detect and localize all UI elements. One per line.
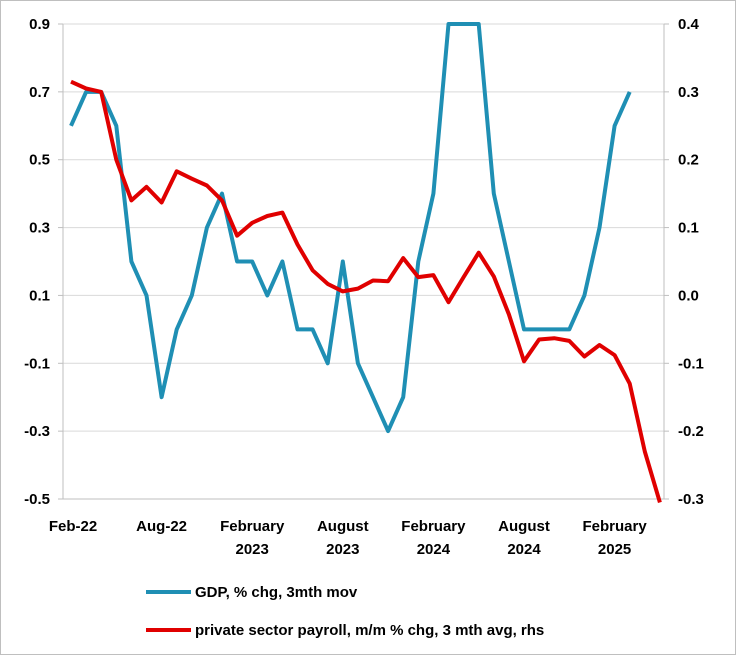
- legend-label-payroll: private sector payroll, m/m % chg, 3 mth…: [195, 622, 544, 639]
- right-axis: -0.3 -0.2 -0.1 0.0 0.1 0.2 0.3 0.4: [663, 16, 704, 508]
- left-axis: -0.5 -0.3 -0.1 0.1 0.3 0.5 0.7 0.9: [24, 16, 64, 508]
- legend-entry-gdp: GDP, % chg, 3mth mov: [146, 584, 358, 601]
- right-tick-label: 0.0: [678, 287, 699, 304]
- x-tick-label: February: [401, 518, 466, 535]
- right-tick-label: 0.1: [678, 220, 699, 237]
- legend: GDP, % chg, 3mth mov private sector payr…: [146, 584, 544, 639]
- left-tick-label: -0.3: [24, 423, 50, 440]
- right-tick-label: 0.2: [678, 152, 699, 169]
- x-tick-label: Aug-22: [136, 518, 187, 535]
- right-tick-label: 0.4: [678, 16, 700, 33]
- legend-label-gdp: GDP, % chg, 3mth mov: [195, 584, 358, 601]
- x-axis: Feb-22 Aug-22 February 2023 August 2023 Februa…: [49, 498, 664, 558]
- series-lines: [69, 22, 662, 503]
- left-tick-label: -0.1: [24, 355, 50, 372]
- left-tick-label: 0.3: [29, 220, 50, 237]
- right-tick-label: -0.1: [678, 355, 704, 372]
- x-tick-label: August: [498, 518, 550, 535]
- x-tick-label: 2025: [598, 541, 631, 558]
- x-tick-label: 2023: [326, 541, 359, 558]
- legend-entry-payroll: private sector payroll, m/m % chg, 3 mth…: [146, 622, 544, 639]
- right-tick-label: 0.3: [678, 84, 699, 101]
- left-tick-label: -0.5: [24, 491, 50, 508]
- right-tick-label: -0.2: [678, 423, 704, 440]
- x-tick-label: August: [317, 518, 369, 535]
- x-tick-label: Feb-22: [49, 518, 97, 535]
- left-tick-label: 0.5: [29, 152, 50, 169]
- right-tick-label: -0.3: [678, 491, 704, 508]
- x-tick-label: February: [582, 518, 647, 535]
- series-line-gdp: [69, 22, 632, 434]
- left-tick-label: 0.9: [29, 16, 50, 33]
- left-tick-label: 0.7: [29, 84, 50, 101]
- x-tick-label: 2024: [507, 541, 541, 558]
- left-tick-label: 0.1: [29, 287, 50, 304]
- x-tick-label: February: [220, 518, 285, 535]
- series-line-payroll: [70, 79, 662, 503]
- x-tick-label: 2024: [417, 541, 451, 558]
- gridlines: [63, 23, 664, 500]
- x-tick-label: 2023: [236, 541, 269, 558]
